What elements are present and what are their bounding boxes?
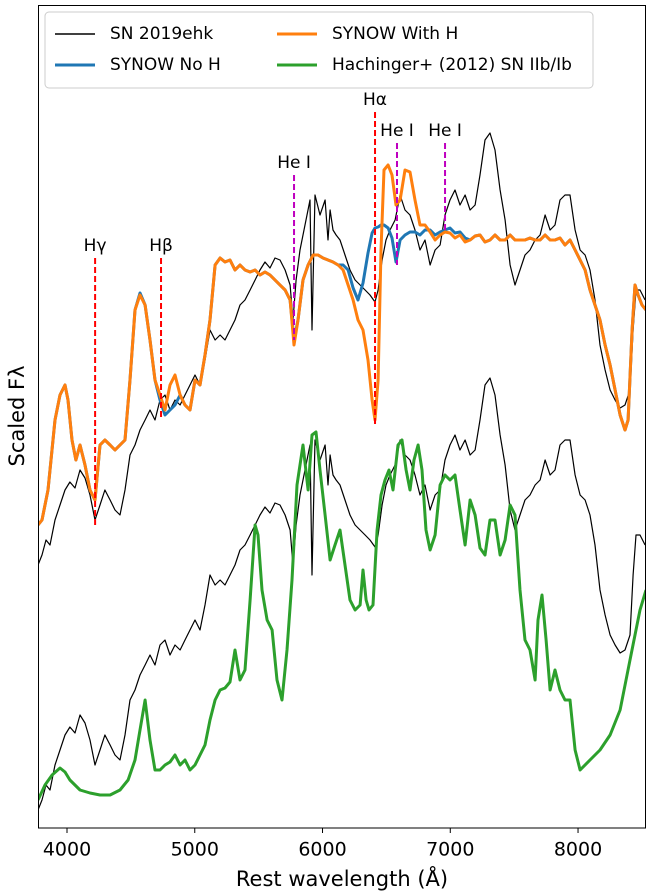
x-axis-label: Rest wavelength (Å) xyxy=(236,865,448,891)
annotation-label: He I xyxy=(380,121,414,141)
y-axis-label: Scaled Fλ xyxy=(5,365,29,466)
x-tick-label: 4000 xyxy=(43,839,91,861)
legend-label: SYNOW With H xyxy=(332,24,458,44)
x-tick-label: 7000 xyxy=(426,839,474,861)
series-line xyxy=(38,163,646,526)
annotation-label: He I xyxy=(277,153,311,173)
legend-label: Hachinger+ (2012) SN IIb/Ib xyxy=(332,55,572,75)
series-line xyxy=(38,377,646,811)
annotation-label: Hβ xyxy=(149,236,173,256)
x-tick-label: 5000 xyxy=(171,839,219,861)
series-line xyxy=(38,430,646,801)
annotation-label: Hγ xyxy=(84,236,107,256)
legend-label: SN 2019ehk xyxy=(110,24,213,44)
annotation-label: He I xyxy=(428,121,462,141)
series-line xyxy=(38,132,646,566)
legend-label: SYNOW No H xyxy=(110,55,221,75)
legend-box xyxy=(44,11,594,89)
x-tick-label: 8000 xyxy=(554,839,602,861)
plot-area xyxy=(38,112,646,811)
annotation-label: Hα xyxy=(363,90,387,110)
x-tick-label: 6000 xyxy=(298,839,346,861)
